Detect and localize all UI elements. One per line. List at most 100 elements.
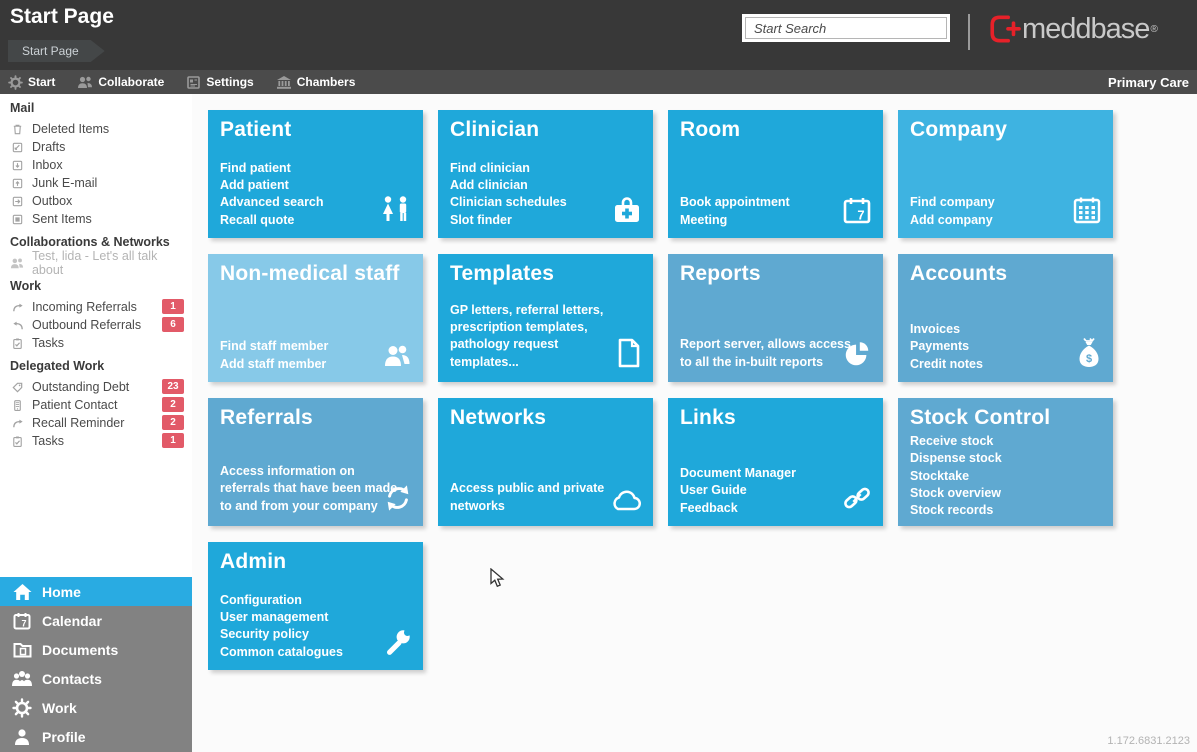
sidebar-item-label: Drafts (32, 140, 66, 154)
tile-link[interactable]: Security policy (220, 627, 309, 642)
menu-item-collaborate[interactable]: Collaborate (77, 75, 164, 90)
tile-stock-control[interactable]: Stock Control Receive stock Dispense sto… (898, 398, 1113, 526)
patients-people-icon (379, 195, 413, 230)
nav-item-home[interactable]: Home (0, 577, 192, 606)
drafts-icon (10, 141, 25, 154)
tile-networks[interactable]: Networks Access public and private netwo… (438, 398, 653, 526)
tile-referrals[interactable]: Referrals Access information on referral… (208, 398, 423, 526)
tile-link[interactable]: Payments (910, 339, 970, 354)
brand-registered-mark: ® (1150, 23, 1158, 35)
tile-link[interactable]: Common catalogues (220, 644, 343, 659)
meddbase-logo-icon (990, 15, 1021, 43)
tile-templates[interactable]: Templates GP letters, referral letters, … (438, 254, 653, 382)
sidebar-item-label: Sent Items (32, 212, 92, 226)
sidebar-item-recall-reminder[interactable]: Recall Reminder 2 (0, 414, 192, 432)
tile-link[interactable]: Feedback (680, 500, 738, 515)
sidebar-item-drafts[interactable]: Drafts (0, 138, 192, 156)
tile-link[interactable]: Configuration (220, 592, 302, 607)
tile-link[interactable]: Dispense stock (910, 451, 1002, 466)
outbox-icon (10, 195, 25, 208)
tile-link[interactable]: Find patient (220, 160, 291, 175)
sidebar-item-junk-email[interactable]: Junk E-mail (0, 174, 192, 192)
sync-arrows-icon (383, 483, 413, 518)
sidebar-item-label: Outbox (32, 194, 73, 208)
tile-link[interactable]: Receive stock (910, 434, 994, 448)
sidebar-item-tasks[interactable]: Tasks (0, 334, 192, 352)
sidebar-item-outstanding-debt[interactable]: Outstanding Debt 23 (0, 378, 192, 396)
tile-title: Non-medical staff (220, 262, 400, 285)
tile-link[interactable]: Stock overview (910, 485, 1002, 500)
tile-room[interactable]: Room Book appointment Meeting 7 (668, 110, 883, 238)
tile-link[interactable]: Meeting (680, 212, 728, 227)
tile-link[interactable]: Stock records (910, 503, 994, 518)
clipboard-check-icon (10, 435, 25, 448)
tile-link[interactable]: User management (220, 610, 329, 625)
tile-link[interactable]: Advanced search (220, 195, 324, 210)
count-badge: 23 (162, 379, 184, 394)
tile-link[interactable]: Find clinician (450, 160, 530, 175)
trash-icon (10, 123, 25, 136)
tile-link[interactable]: Find company (910, 195, 995, 210)
sidebar-item-sent-items[interactable]: Sent Items (0, 210, 192, 228)
nav-item-work[interactable]: Work (0, 693, 192, 722)
menu-bar: Start Collaborate Settings Chambers Pr (0, 70, 1197, 94)
tile-admin[interactable]: Admin Configuration User management Secu… (208, 542, 423, 670)
menu-item-chambers[interactable]: Chambers (276, 75, 355, 90)
tile-reports[interactable]: Reports Report server, allows access to … (668, 254, 883, 382)
tile-link[interactable]: Add clinician (450, 178, 528, 193)
tab-start-page[interactable]: Start Page (8, 40, 105, 62)
sidebar-item-label: Test, lida - Let's all talk about (31, 249, 158, 277)
sidebar-item-collaboration-test[interactable]: Test, lida - Let's all talk about (0, 249, 192, 277)
main-content: Patient Find patient Add patient Advance… (192, 94, 1197, 752)
sidebar-item-delegated-tasks[interactable]: Tasks 1 (0, 432, 192, 450)
search-input[interactable] (745, 17, 947, 39)
people-icon (78, 76, 93, 88)
sidebar-item-outbox[interactable]: Outbox (0, 192, 192, 210)
redo-arrow-icon (10, 417, 25, 430)
svg-text:7: 7 (857, 208, 864, 223)
svg-text:$: $ (1086, 353, 1092, 365)
undo-arrow-icon (10, 319, 25, 332)
sidebar-item-patient-contact[interactable]: Patient Contact 2 (0, 396, 192, 414)
page-title: Start Page (10, 5, 114, 28)
tile-link[interactable]: User Guide (680, 483, 747, 498)
tile-company[interactable]: Company Find company Add company (898, 110, 1113, 238)
tile-link[interactable]: Add patient (220, 178, 289, 193)
sidebar-item-deleted-items[interactable]: Deleted Items (0, 120, 192, 138)
tile-accounts[interactable]: Accounts Invoices Payments Credit notes … (898, 254, 1113, 382)
tile-link[interactable]: Invoices (910, 322, 961, 337)
nav-item-profile[interactable]: Profile (0, 722, 192, 751)
nav-item-calendar[interactable]: 7 Calendar (0, 606, 192, 635)
tile-link[interactable]: Book appointment (680, 195, 790, 210)
tile-link[interactable]: Document Manager (680, 466, 796, 481)
tile-link[interactable]: Credit notes (910, 356, 983, 371)
tile-link[interactable]: Slot finder (450, 212, 512, 227)
sidebar-item-label: Outstanding Debt (32, 380, 130, 394)
settings-panel-icon (187, 75, 201, 89)
tile-link[interactable]: Clinician schedules (450, 195, 567, 210)
tile-link[interactable]: Find staff member (220, 339, 329, 354)
nav-item-label: Home (42, 583, 81, 600)
sidebar-item-label: Tasks (32, 336, 64, 350)
menu-item-start[interactable]: Start (8, 74, 55, 90)
nav-item-contacts[interactable]: Contacts (0, 664, 192, 693)
tile-patient[interactable]: Patient Find patient Add patient Advance… (208, 110, 423, 238)
tile-clinician[interactable]: Clinician Find clinician Add clinician C… (438, 110, 653, 238)
section-title-collaborations: Collaborations & Networks (10, 235, 170, 249)
tile-description: Access information on referrals that hav… (220, 464, 398, 513)
sidebar-item-incoming-referrals[interactable]: Incoming Referrals 1 (0, 298, 192, 316)
sidebar-item-inbox[interactable]: Inbox (0, 156, 192, 174)
menu-item-settings[interactable]: Settings (186, 75, 254, 90)
tile-non-medical-staff[interactable]: Non-medical staff Find staff member Add … (208, 254, 423, 382)
contacts-people-icon (10, 669, 34, 689)
tile-link[interactable]: Stocktake (910, 468, 970, 483)
tile-link[interactable]: Recall quote (220, 212, 295, 227)
section-title-work: Work (10, 279, 42, 293)
tile-link[interactable]: Add staff member (220, 356, 327, 371)
tile-link[interactable]: Add company (910, 212, 993, 227)
tile-description: Report server, allows access to all the … (680, 337, 851, 369)
tile-links[interactable]: Links Document Manager User Guide Feedba… (668, 398, 883, 526)
nav-item-documents[interactable]: Documents (0, 635, 192, 664)
tile-title: Clinician (450, 118, 540, 141)
sidebar-item-outbound-referrals[interactable]: Outbound Referrals 6 (0, 316, 192, 334)
